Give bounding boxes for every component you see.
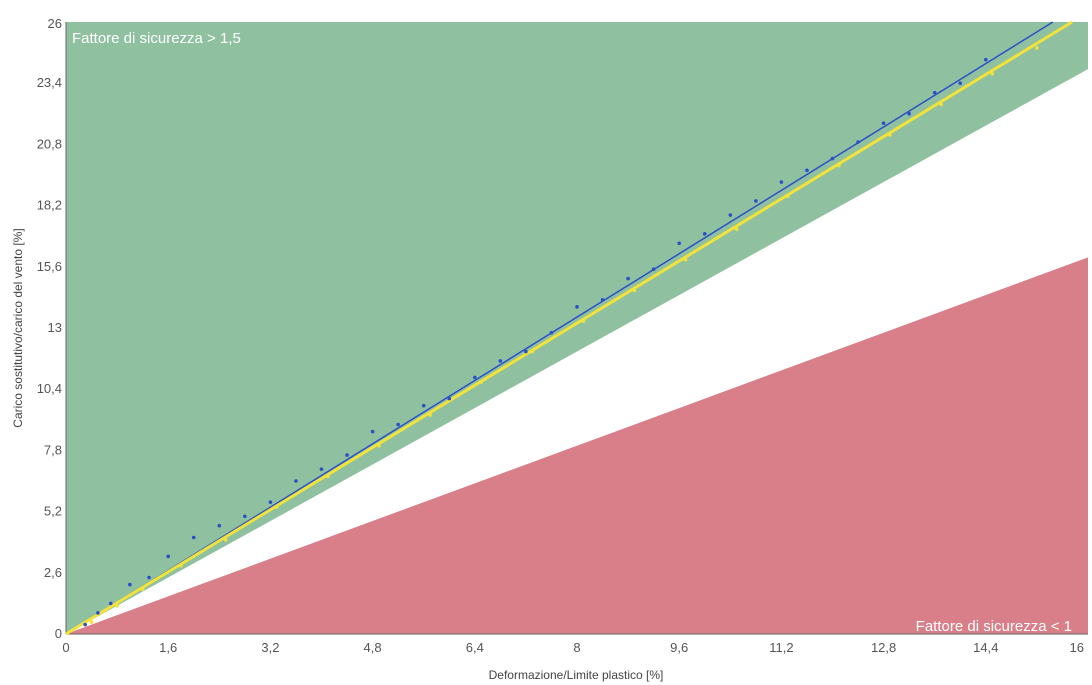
scatter-point-blue <box>128 582 132 587</box>
scatter-point-blue <box>600 297 605 302</box>
scatter-point-yellow <box>377 443 381 448</box>
scatter-point-blue <box>268 500 273 504</box>
x-tick-label: 0 <box>62 640 69 655</box>
scatter-point-blue <box>96 611 100 615</box>
scatter-point-blue <box>677 241 681 246</box>
y-tick-label: 15,6 <box>37 259 62 274</box>
y-tick-label: 23,4 <box>37 75 62 90</box>
scatter-point-blue <box>626 276 630 281</box>
y-tick-label: 7,8 <box>44 442 62 457</box>
y-tick-label: 0 <box>55 626 62 641</box>
y-tick-label: 26 <box>48 16 62 31</box>
x-tick-label: 16 <box>1070 640 1084 655</box>
scatter-points <box>83 46 1039 627</box>
scatter-point-blue <box>524 349 528 354</box>
x-axis-title: Deformazione/Limite plastico [%] <box>489 668 664 682</box>
scatter-point-blue <box>881 121 886 126</box>
scatter-point-blue <box>575 305 579 309</box>
x-tick-label: 11,2 <box>769 640 793 655</box>
scatter-point-yellow <box>115 603 119 608</box>
scatter-point-yellow <box>428 413 432 417</box>
y-axis-title: Carico sostitutivo/carico del vento [%] <box>11 228 25 427</box>
y-tick-label: 2,6 <box>44 565 62 580</box>
zone-safe-label: Fattore di sicurezza > 1,5 <box>72 30 241 47</box>
scatter-point-blue <box>473 375 477 380</box>
scatter-point-blue <box>549 330 554 335</box>
scatter-point-blue <box>447 396 452 401</box>
scatter-point-blue <box>498 359 503 363</box>
scatter-point-blue <box>108 601 113 606</box>
y-tick-label: 13 <box>48 320 62 335</box>
scatter-point-blue <box>294 479 298 483</box>
y-tick-label: 5,2 <box>44 504 62 519</box>
x-tick-label: 14,4 <box>973 640 998 655</box>
zone-unsafe <box>66 257 1088 634</box>
scatter-point-blue <box>166 554 170 559</box>
scatter-point-blue <box>702 232 707 236</box>
y-tick-label: 10,4 <box>37 381 62 396</box>
scatter-point-yellow <box>530 349 535 354</box>
scatter-point-blue <box>319 467 324 472</box>
scatter-point-blue <box>754 199 758 203</box>
scatter-point-yellow <box>683 257 688 262</box>
scatter-point-yellow <box>990 71 994 76</box>
scatter-point-blue <box>370 429 375 434</box>
scatter-point-blue <box>958 81 963 85</box>
zone-safe <box>66 22 1088 634</box>
series-line-blue <box>65 21 1054 635</box>
scatter-point-blue <box>907 112 911 116</box>
scatter-point-blue <box>147 575 151 580</box>
scatter-point-yellow <box>581 319 586 323</box>
scatter-point-yellow <box>785 194 790 198</box>
series-line-yellow <box>65 20 1073 636</box>
y-tick-label: 18,2 <box>37 198 62 213</box>
scatter-point-yellow <box>223 538 228 542</box>
scatter-point-blue <box>830 156 835 161</box>
scatter-point-blue <box>779 180 784 184</box>
x-tick-label: 12,8 <box>871 640 896 655</box>
scatter-point-yellow <box>89 620 94 625</box>
scatter-point-blue <box>728 213 733 217</box>
scatter-point-yellow <box>734 227 739 231</box>
x-tick-label: 6,4 <box>466 640 484 655</box>
scatter-point-yellow <box>140 587 145 592</box>
x-tick-label: 8 <box>573 640 580 655</box>
scatter-point-blue <box>83 622 87 627</box>
scatter-point-yellow <box>274 505 279 509</box>
zone-unsafe-label: Fattore di sicurezza < 1 <box>916 618 1072 635</box>
scatter-point-yellow <box>632 288 637 293</box>
scatter-point-blue <box>345 453 349 457</box>
scatter-point-yellow <box>888 133 892 137</box>
scatter-point-yellow <box>179 563 183 568</box>
y-tick-label: 20,8 <box>37 136 62 151</box>
scatter-point-yellow <box>479 380 483 384</box>
scatter-point-yellow <box>837 163 841 168</box>
scatter-point-blue <box>932 90 937 95</box>
series-lines <box>65 20 1073 636</box>
scatter-point-blue <box>396 422 400 427</box>
scatter-point-yellow <box>939 102 943 107</box>
scatter-point-blue <box>243 514 247 519</box>
y-axis-ticks: 0 2,6 5,2 7,8 10,4 13 15,6 18,2 20,8 23,4 26 <box>37 16 62 641</box>
scatter-point-blue <box>191 535 196 540</box>
scatter-point-yellow <box>1035 46 1039 50</box>
x-axis-ticks: 0 1,6 3,2 4,8 6,4 8 9,6 11,2 12,8 14,4 16 <box>62 640 1084 655</box>
scatter-point-blue <box>421 403 426 408</box>
x-tick-label: 4,8 <box>364 640 382 655</box>
x-tick-label: 9,6 <box>670 640 688 655</box>
scatter-point-blue <box>217 523 222 528</box>
x-tick-label: 3,2 <box>261 640 279 655</box>
scatter-point-yellow <box>326 474 330 479</box>
x-tick-label: 1,6 <box>159 640 177 655</box>
scatter-point-blue <box>856 140 860 144</box>
scatter-point-blue <box>984 57 988 62</box>
scatter-point-blue <box>651 267 656 271</box>
scatter-point-blue <box>805 168 809 173</box>
